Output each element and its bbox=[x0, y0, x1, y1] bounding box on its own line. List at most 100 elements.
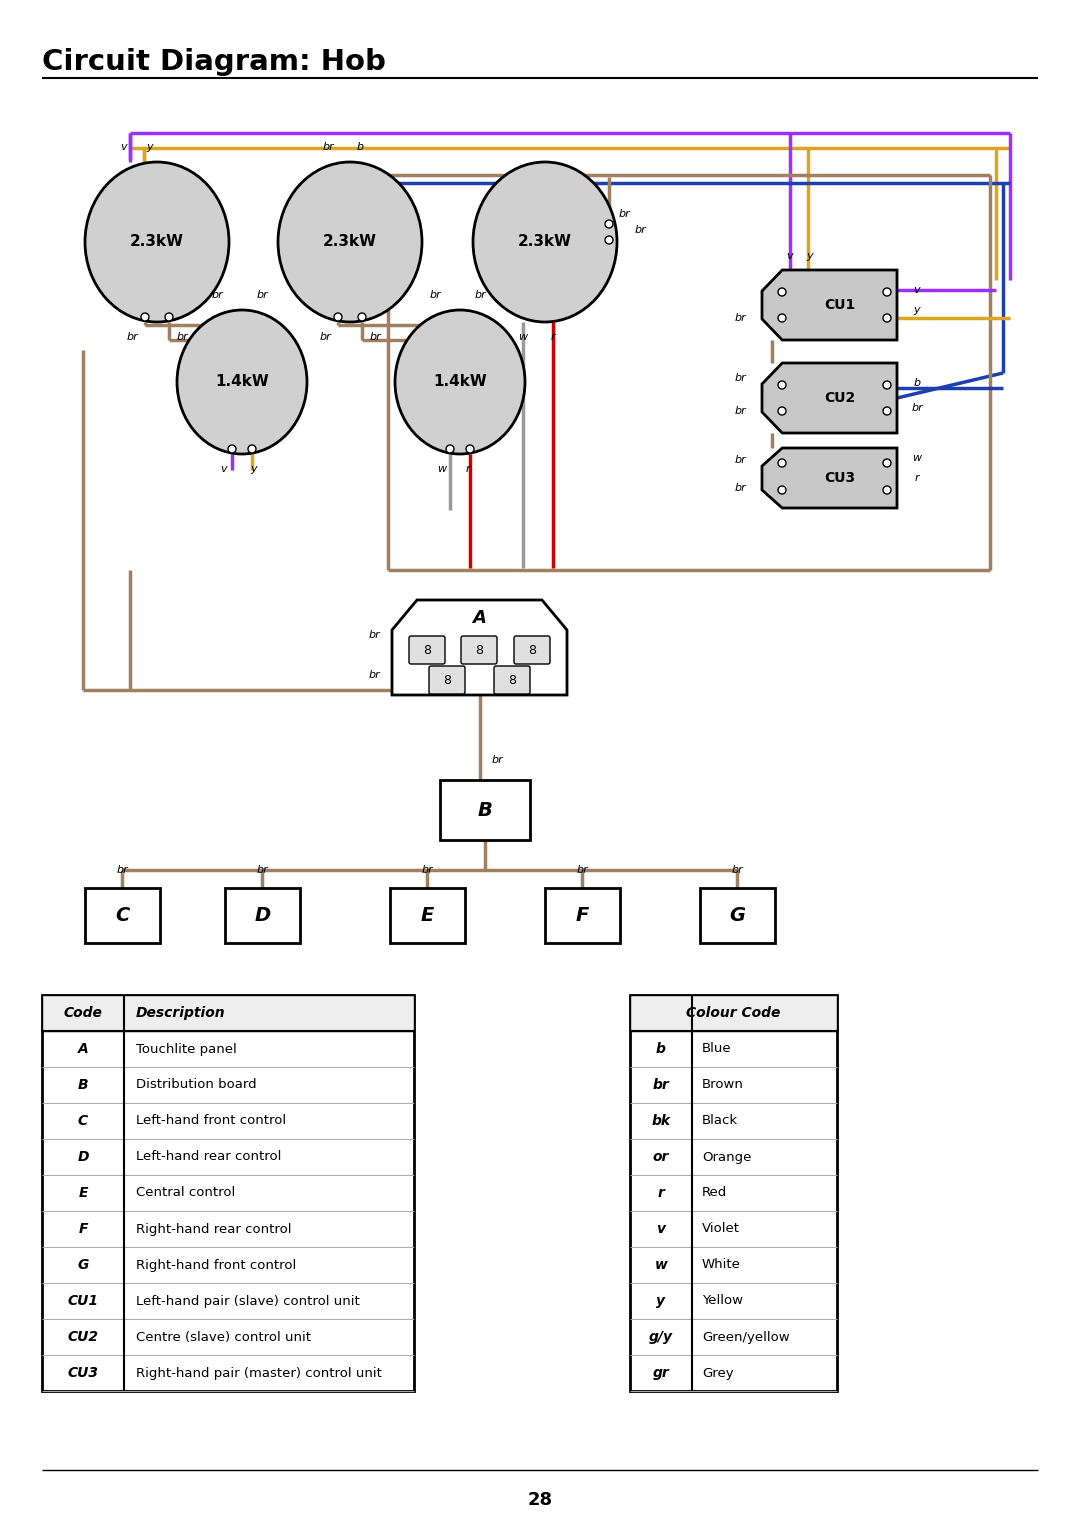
Text: br: br bbox=[117, 864, 127, 875]
Text: 2.3kW: 2.3kW bbox=[323, 235, 377, 249]
Text: br: br bbox=[211, 290, 222, 299]
Text: gr: gr bbox=[652, 1367, 670, 1380]
Text: Code: Code bbox=[64, 1006, 103, 1020]
Text: b: b bbox=[356, 142, 364, 153]
Circle shape bbox=[778, 486, 786, 495]
FancyBboxPatch shape bbox=[429, 666, 465, 693]
Text: Green/yellow: Green/yellow bbox=[702, 1330, 789, 1344]
Text: Distribution board: Distribution board bbox=[136, 1078, 257, 1092]
FancyBboxPatch shape bbox=[630, 996, 837, 1031]
Text: br: br bbox=[734, 483, 746, 493]
Circle shape bbox=[883, 486, 891, 495]
Circle shape bbox=[778, 460, 786, 467]
Circle shape bbox=[778, 408, 786, 415]
Text: br: br bbox=[429, 290, 441, 299]
Text: Description: Description bbox=[136, 1006, 226, 1020]
Text: CU3: CU3 bbox=[825, 470, 855, 486]
Text: br: br bbox=[731, 864, 743, 875]
Text: 1.4kW: 1.4kW bbox=[215, 374, 269, 389]
FancyBboxPatch shape bbox=[390, 889, 465, 944]
Circle shape bbox=[883, 289, 891, 296]
Text: E: E bbox=[78, 1186, 87, 1200]
Text: w: w bbox=[913, 454, 921, 463]
Text: F: F bbox=[576, 906, 590, 925]
FancyBboxPatch shape bbox=[225, 889, 300, 944]
Circle shape bbox=[248, 444, 256, 454]
Text: Left-hand pair (slave) control unit: Left-hand pair (slave) control unit bbox=[136, 1295, 360, 1307]
Text: br: br bbox=[256, 864, 268, 875]
FancyBboxPatch shape bbox=[85, 889, 160, 944]
Text: 8: 8 bbox=[475, 643, 483, 657]
Circle shape bbox=[778, 315, 786, 322]
Text: Violet: Violet bbox=[702, 1223, 740, 1235]
Text: v: v bbox=[786, 250, 794, 261]
Circle shape bbox=[357, 313, 366, 321]
Ellipse shape bbox=[395, 310, 525, 454]
Text: Blue: Blue bbox=[702, 1043, 731, 1055]
Circle shape bbox=[883, 315, 891, 322]
Text: White: White bbox=[702, 1258, 741, 1272]
Text: br: br bbox=[734, 455, 746, 466]
Text: 2.3kW: 2.3kW bbox=[130, 235, 184, 249]
Text: Central control: Central control bbox=[136, 1186, 235, 1200]
Circle shape bbox=[778, 382, 786, 389]
Text: br: br bbox=[256, 290, 268, 299]
Circle shape bbox=[883, 382, 891, 389]
Text: Brown: Brown bbox=[702, 1078, 744, 1092]
Text: Touchlite panel: Touchlite panel bbox=[136, 1043, 237, 1055]
Text: w: w bbox=[437, 464, 446, 473]
Circle shape bbox=[465, 444, 474, 454]
FancyBboxPatch shape bbox=[440, 780, 530, 840]
Text: Right-hand rear control: Right-hand rear control bbox=[136, 1223, 292, 1235]
Circle shape bbox=[228, 444, 237, 454]
Text: A: A bbox=[473, 609, 486, 628]
Text: C: C bbox=[78, 1115, 89, 1128]
Text: b: b bbox=[914, 379, 920, 388]
Text: D: D bbox=[255, 906, 271, 925]
Text: 28: 28 bbox=[527, 1490, 553, 1509]
Text: br: br bbox=[635, 224, 647, 235]
Text: Red: Red bbox=[702, 1186, 727, 1200]
Text: br: br bbox=[912, 403, 923, 412]
Text: y: y bbox=[251, 464, 257, 473]
Text: br: br bbox=[619, 209, 631, 218]
Text: 1.4kW: 1.4kW bbox=[433, 374, 487, 389]
Text: y: y bbox=[914, 305, 920, 315]
Text: g/y: g/y bbox=[649, 1330, 673, 1344]
Circle shape bbox=[334, 313, 342, 321]
Text: br: br bbox=[368, 670, 380, 680]
Text: br: br bbox=[734, 313, 746, 324]
Text: bk: bk bbox=[651, 1115, 671, 1128]
Ellipse shape bbox=[278, 162, 422, 322]
Text: or: or bbox=[652, 1150, 670, 1164]
Text: D: D bbox=[78, 1150, 89, 1164]
Text: 8: 8 bbox=[528, 643, 536, 657]
Text: r: r bbox=[658, 1186, 664, 1200]
Text: Right-hand front control: Right-hand front control bbox=[136, 1258, 296, 1272]
Text: 8: 8 bbox=[443, 673, 451, 687]
Text: r: r bbox=[465, 464, 470, 473]
Text: CU3: CU3 bbox=[67, 1367, 98, 1380]
Text: br: br bbox=[368, 631, 380, 640]
Text: br: br bbox=[492, 754, 503, 765]
Text: B: B bbox=[477, 800, 492, 820]
Circle shape bbox=[883, 408, 891, 415]
Text: G: G bbox=[729, 906, 745, 925]
Circle shape bbox=[165, 313, 173, 321]
FancyBboxPatch shape bbox=[409, 637, 445, 664]
Text: C: C bbox=[116, 906, 130, 925]
Text: Circuit Diagram: Hob: Circuit Diagram: Hob bbox=[42, 47, 386, 76]
Polygon shape bbox=[392, 600, 567, 695]
Text: Yellow: Yellow bbox=[702, 1295, 743, 1307]
Text: Centre (slave) control unit: Centre (slave) control unit bbox=[136, 1330, 311, 1344]
Text: E: E bbox=[421, 906, 434, 925]
Circle shape bbox=[446, 444, 454, 454]
Text: CU1: CU1 bbox=[825, 298, 856, 312]
Text: Left-hand front control: Left-hand front control bbox=[136, 1115, 286, 1127]
Text: A: A bbox=[78, 1041, 89, 1057]
Text: r: r bbox=[551, 331, 555, 342]
Text: Black: Black bbox=[702, 1115, 738, 1127]
Text: Grey: Grey bbox=[702, 1367, 733, 1379]
Text: w: w bbox=[518, 331, 527, 342]
FancyBboxPatch shape bbox=[461, 637, 497, 664]
